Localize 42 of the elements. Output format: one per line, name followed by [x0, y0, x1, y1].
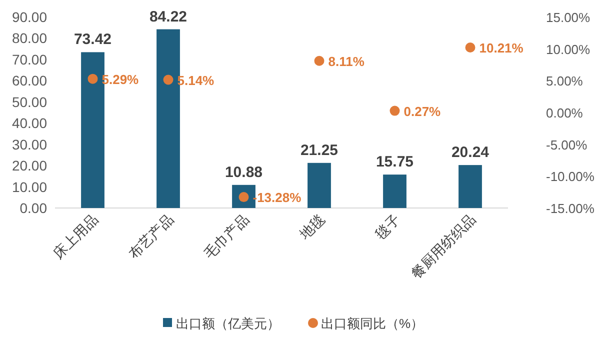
x-tick-label: 餐厨用纺织品: [408, 210, 478, 282]
bar: [383, 174, 406, 208]
data-label: 0.27%: [404, 104, 442, 119]
bar: [308, 162, 331, 208]
point: [314, 56, 324, 66]
y2-tick-label: 15.00%: [546, 10, 591, 25]
y-tick-label: 80.00: [12, 30, 48, 46]
data-label: 73.42: [74, 31, 112, 48]
x-tick-label: 地毯: [296, 210, 328, 243]
x-tick-label: 毛巾产品: [200, 210, 252, 262]
y-tick-label: 0.00: [20, 200, 48, 216]
y2-tick-label: 0.00%: [546, 106, 584, 120]
data-label: 10.88: [224, 164, 263, 181]
y2-tick-label: 10.00%: [546, 42, 591, 57]
y-tick-label: 50.00: [12, 94, 48, 110]
x-tick-label: 毯子: [372, 210, 403, 242]
y2-tick-label: -15.00%: [546, 201, 595, 216]
data-label: 15.75: [376, 154, 414, 171]
y-tick-label: 30.00: [12, 136, 48, 152]
data-label: 20.24: [451, 144, 490, 162]
y2-tick-label: -10.00%: [546, 169, 595, 184]
point: [88, 74, 98, 84]
y-tick-label: 40.00: [12, 115, 48, 132]
point: [465, 42, 476, 52]
data-label: 8.11%: [328, 54, 365, 69]
y-tick-label: 20.00: [12, 158, 48, 174]
x-tick-label: 布艺产品: [125, 210, 176, 262]
x-tick-label: 床上用品: [50, 210, 101, 262]
point: [163, 74, 174, 85]
data-label: 84.22: [149, 8, 188, 26]
y-tick-label: 60.00: [12, 72, 48, 89]
legend-label: 出口额（亿美元）: [176, 316, 280, 331]
point: [390, 106, 400, 116]
legend-label: 出口额同比（%）: [321, 316, 424, 331]
bar: [458, 165, 482, 208]
y-tick-label: 10.00: [12, 178, 48, 195]
data-label: 10.21%: [479, 40, 524, 56]
y2-tick-label: 5.00%: [546, 74, 584, 89]
y2-tick-label: -5.00%: [546, 137, 588, 152]
y-tick-label: 70.00: [12, 51, 48, 68]
y-tick-label: 90.00: [12, 9, 48, 25]
data-label: 21.25: [300, 142, 338, 159]
